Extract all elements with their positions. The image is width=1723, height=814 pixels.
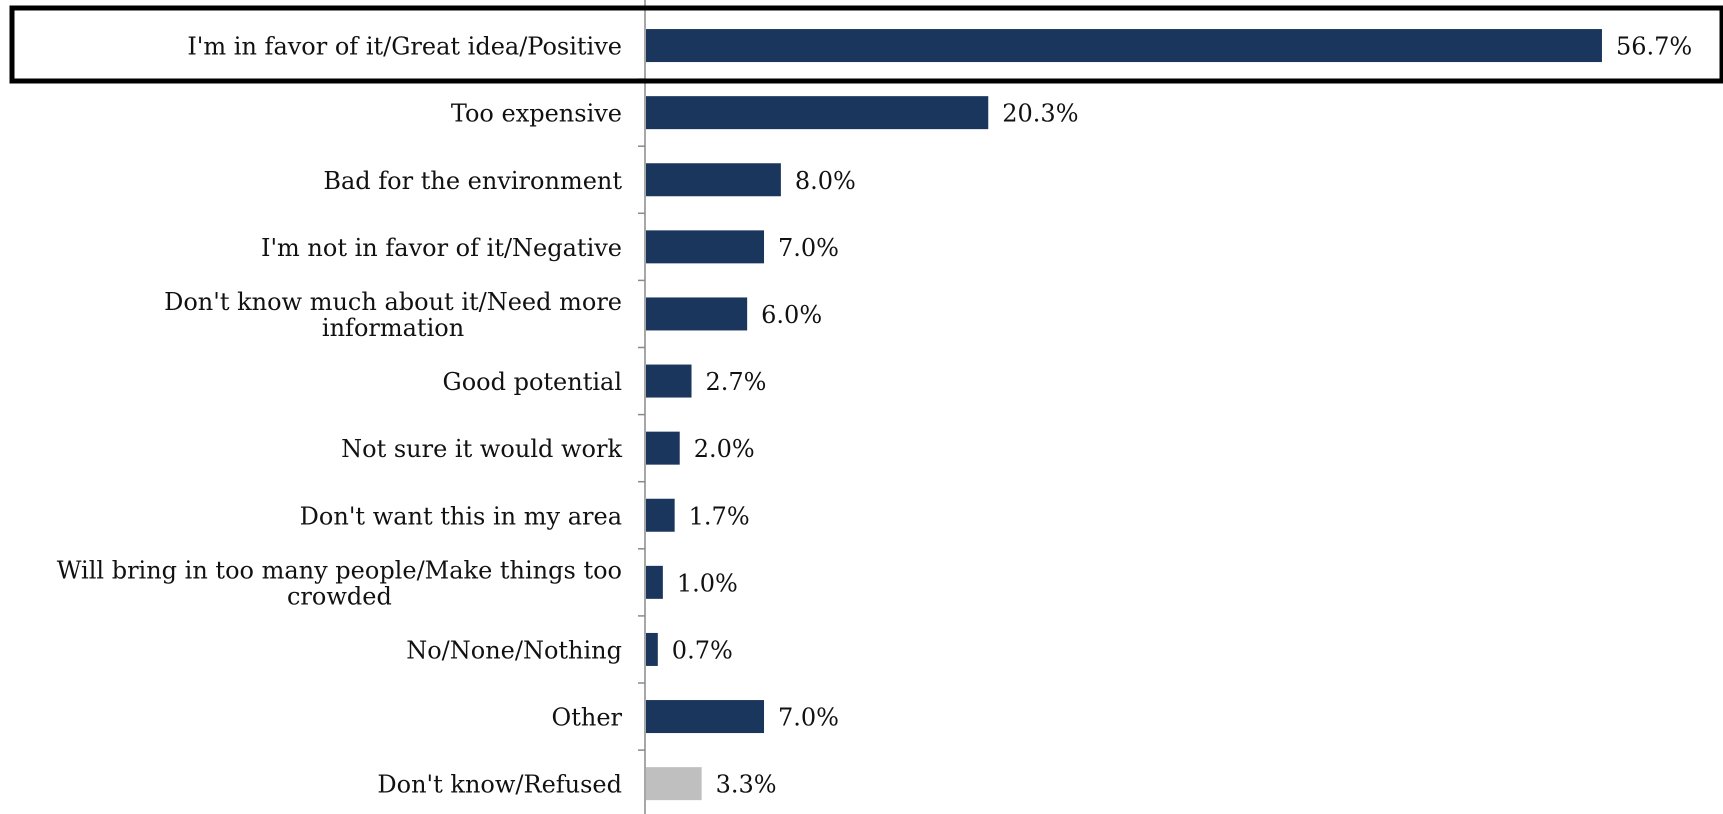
bar: [646, 632, 658, 666]
value-label: 56.7%: [1616, 33, 1692, 61]
value-label: 8.0%: [795, 167, 856, 195]
bar: [646, 230, 765, 264]
value-label: 1.7%: [689, 502, 750, 530]
value-label: 2.0%: [694, 435, 755, 463]
bar: [646, 163, 781, 197]
bar: [646, 297, 748, 331]
category-label: Don't know/Refused: [377, 771, 622, 799]
category-label: Don't know much about it/Need more inform…: [164, 288, 622, 342]
value-label: 20.3%: [1002, 100, 1078, 128]
value-label: 2.7%: [706, 368, 767, 396]
labels-layer: 56.7% I'm in favor of it/Great idea/Posit…: [57, 33, 1692, 799]
highlight-layer: [9, 5, 1723, 84]
category-label: Good potential: [443, 368, 622, 396]
category-label: Too expensive: [451, 100, 622, 128]
category-label: Bad for the environment: [323, 167, 622, 195]
category-label: Not sure it would work: [341, 435, 622, 463]
bar: [646, 767, 702, 801]
bar: [646, 565, 663, 599]
value-label: 1.0%: [677, 569, 738, 597]
value-label: 0.7%: [672, 636, 733, 664]
category-label: I'm not in favor of it/Negative: [261, 234, 622, 262]
highlight-frame: [9, 5, 1723, 84]
bar: [646, 700, 765, 734]
bar: [646, 364, 692, 398]
category-label: Will bring in too many people/Make thing…: [57, 556, 622, 610]
value-label: 3.3%: [716, 771, 777, 799]
bar: [646, 96, 989, 130]
category-label: I'm in favor of it/Great idea/Positive: [187, 33, 622, 61]
category-label: No/None/Nothing: [406, 636, 622, 664]
category-axis: [638, 0, 646, 814]
value-label: 7.0%: [778, 234, 839, 262]
category-label: Don't want this in my area: [300, 502, 622, 530]
bar: [646, 498, 675, 532]
bar: [646, 431, 680, 465]
bars-layer: [646, 29, 1602, 801]
value-label: 7.0%: [778, 704, 839, 732]
value-label: 6.0%: [761, 301, 822, 329]
bar: [646, 29, 1602, 63]
category-label: Other: [552, 704, 623, 732]
